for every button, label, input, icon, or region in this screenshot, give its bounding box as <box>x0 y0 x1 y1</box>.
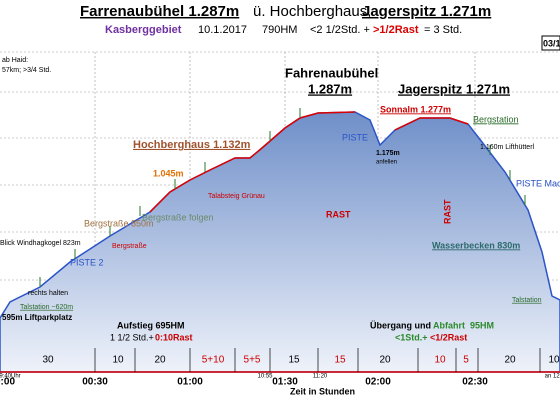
label: Bergstraße folgen <box>142 212 214 222</box>
time-label: 01:00 <box>177 377 203 388</box>
label: 1.175m <box>376 150 400 157</box>
segment-time: 10 <box>112 355 124 366</box>
segment-time: 15 <box>288 355 300 366</box>
section-label: Übergang und <box>370 320 431 330</box>
label: 595m Liftparkplatz <box>2 313 72 322</box>
segment-time: 5 <box>463 355 469 366</box>
profile-red-2 <box>394 117 469 131</box>
section-label: 95HM <box>470 320 494 330</box>
badge-box <box>541 35 560 51</box>
segment-time: 20 <box>154 355 166 366</box>
time-label: 02:00 <box>365 377 391 388</box>
label: Talstation ~620m <box>20 304 73 311</box>
subtitle: >1/2Rast <box>373 24 419 36</box>
rast: RAST <box>442 199 452 224</box>
subtitle: Kasberggebiet <box>105 24 182 36</box>
subtitle: = 3 Std. <box>424 24 462 36</box>
section-label: <1/2Rast <box>430 332 467 342</box>
time-label: 00:30 <box>82 377 108 388</box>
label: Wasserbecken 830m <box>432 240 520 250</box>
peak-label: Jagerspitz 1.271m <box>398 81 510 96</box>
segment-time: 20 <box>504 355 516 366</box>
section-label: <1Std.+ <box>395 332 428 342</box>
label: Bergstation <box>473 114 519 124</box>
title-part: ü. Hochberghaus, <box>253 3 371 20</box>
label: 1.160m Lifthütterl <box>480 144 535 151</box>
label: Bergstraße <box>112 243 147 250</box>
peak-label: Fahrenaubühel <box>285 65 378 80</box>
label: PISTE 2 <box>70 257 104 267</box>
peak-label: 1.287m <box>308 81 352 96</box>
segment-time: 5+5 <box>244 355 261 366</box>
segments: 30 10 20 5+10 5+5 15 15 20 10 5 20 10 <box>42 355 560 366</box>
subtitle: <2 1/2Std. + <box>310 24 370 36</box>
label: PISTE Mac <box>516 178 560 188</box>
subtitle: 790HM <box>262 24 297 36</box>
flags <box>39 108 526 287</box>
time-label: 10:55 <box>257 374 273 380</box>
note: 57km; >3/4 Std. <box>2 67 51 74</box>
segment-time: 20 <box>379 355 391 366</box>
time-label: 0:00 <box>0 377 15 388</box>
time-label: 9:40Uhr <box>0 374 21 380</box>
segment-time: 5+10 <box>202 355 225 366</box>
label: Hochberghaus 1.132m <box>133 139 251 151</box>
label: Bergstraße 850m <box>84 218 154 228</box>
time-label: 01:30 <box>272 377 298 388</box>
label: Talabsteig Grünau <box>208 193 265 200</box>
segment-dividers <box>94 348 541 372</box>
time-label: 02:30 <box>462 377 488 388</box>
section-label: 0:10Rast <box>155 332 193 342</box>
label: Sonnalm 1.277m <box>380 104 451 114</box>
section-label: 1 1/2 Std.+ <box>110 332 154 342</box>
profile-red <box>149 111 356 213</box>
label: PISTE <box>342 132 368 142</box>
note: ab Haid: <box>2 57 28 64</box>
section-label: Aufstieg 695HM <box>117 320 185 330</box>
label: 1.045m <box>153 168 184 178</box>
time-label: 11:20 <box>313 374 328 380</box>
time-label: an 12: <box>545 374 560 380</box>
segment-time: 10 <box>548 355 560 366</box>
title-part: Farrenaubühel 1.287m <box>80 3 239 20</box>
badge: 03/1 <box>543 38 560 48</box>
label: Blick Windhagkogel 823m <box>0 240 81 247</box>
label: rechts halten <box>28 290 68 297</box>
axis-title: Zeit in Stunden <box>290 386 355 396</box>
label: Talstation <box>512 297 542 304</box>
segment-time: 15 <box>334 355 346 366</box>
segment-time: 30 <box>42 355 54 366</box>
label: anfellen <box>376 160 397 166</box>
rast: RAST <box>326 209 351 219</box>
title-part: Jagerspitz 1.271m <box>362 3 491 20</box>
subtitle: 10.1.2017 <box>198 24 247 36</box>
segment-time: 10 <box>434 355 446 366</box>
section-label: Abfahrt <box>433 320 465 330</box>
